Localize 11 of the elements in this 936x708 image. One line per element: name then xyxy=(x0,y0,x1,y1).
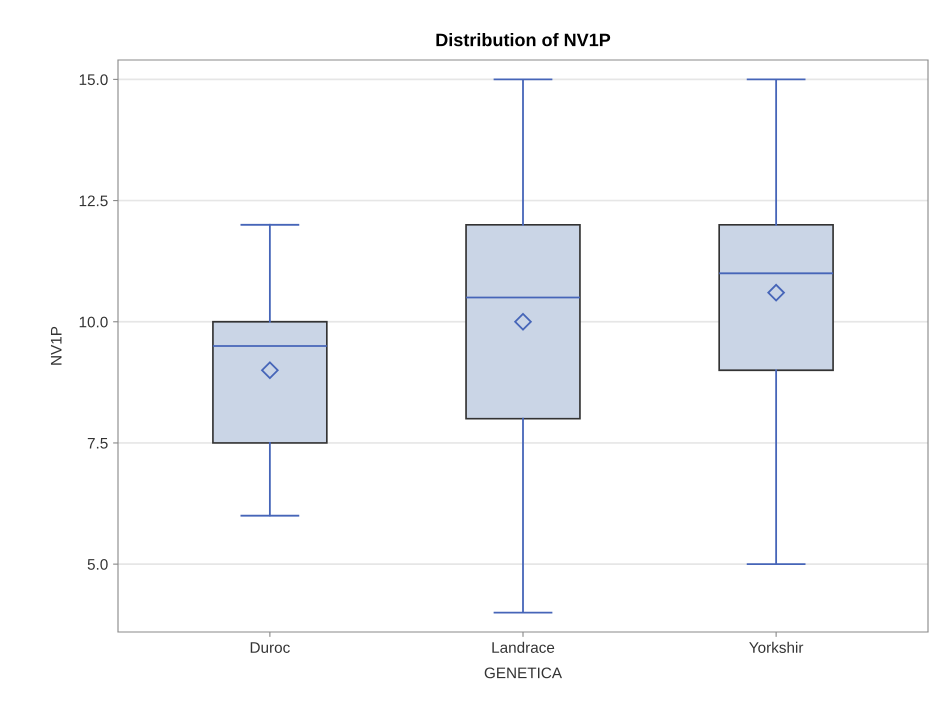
y-axis-title: NV1P xyxy=(50,326,62,365)
y-tick-label: 12.5 xyxy=(80,195,108,206)
chart-title: Distribution of NV1P xyxy=(436,33,610,46)
y-tick-label: 7.5 xyxy=(88,438,108,449)
x-tick-label: Duroc xyxy=(250,642,290,653)
x-axis-title: GENETICA xyxy=(484,667,562,678)
y-tick-label: 10.0 xyxy=(80,316,108,328)
y-tick-label: 5.0 xyxy=(88,559,108,570)
x-tick-label: Yorkshir xyxy=(749,642,804,653)
x-tick-label: Landrace xyxy=(492,642,554,653)
y-tick-label: 15.0 xyxy=(80,74,108,86)
